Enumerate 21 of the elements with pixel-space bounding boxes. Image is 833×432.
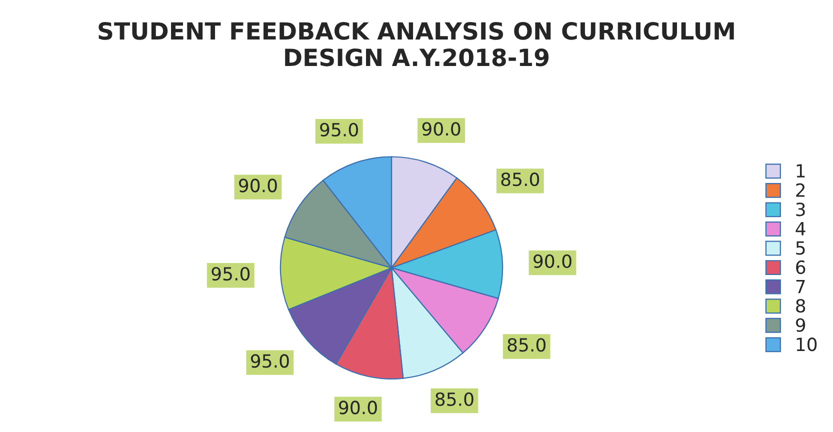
legend-label: 4 xyxy=(796,222,806,236)
legend-label: 8 xyxy=(796,298,806,313)
legend-label: 6 xyxy=(796,260,806,274)
legend-label: 5 xyxy=(796,241,805,255)
data-label: 85.0 xyxy=(436,392,474,406)
data-label: 85.0 xyxy=(508,338,546,352)
data-label: 90.0 xyxy=(422,122,460,136)
data-label: 95.0 xyxy=(250,354,289,368)
data-label: 95.0 xyxy=(212,266,250,281)
chart-title: STUDENT FEEDBACK ANALYSIS ON CURRICULUM DESIGN A.Y.2018-19 xyxy=(98,22,734,66)
legend-label: 3 xyxy=(796,202,805,216)
legend-label: 9 xyxy=(796,318,806,332)
data-label: 85.0 xyxy=(501,172,540,186)
data-label: 90.0 xyxy=(339,400,377,414)
legend-label: 2 xyxy=(796,183,805,197)
data-label: 95.0 xyxy=(320,122,358,137)
legend-label: 10 xyxy=(796,338,817,352)
legend-label: 1 xyxy=(796,164,805,178)
data-label: 90.0 xyxy=(534,254,572,268)
legend-label: 7 xyxy=(796,280,805,294)
data-label: 90.0 xyxy=(239,178,277,192)
